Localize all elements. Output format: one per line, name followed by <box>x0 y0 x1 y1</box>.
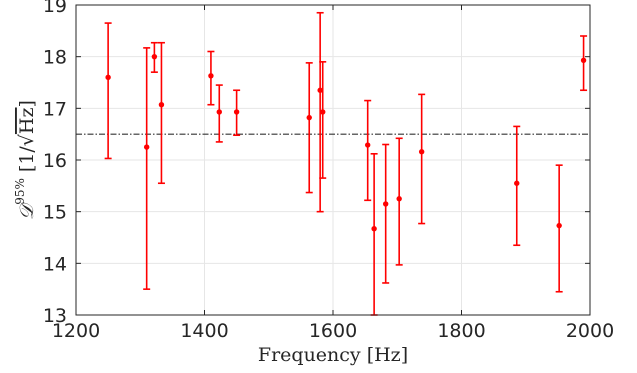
y-tick-label: 18 <box>43 47 67 69</box>
data-point <box>396 196 402 202</box>
x-tick-label: 1400 <box>180 320 228 342</box>
y-axis-units-radicand: Hz <box>16 107 38 134</box>
x-tick-label: 1200 <box>52 320 100 342</box>
error-bars <box>104 11 588 316</box>
axis-ticks <box>75 4 591 316</box>
data-point <box>216 109 222 115</box>
y-tick-label: 15 <box>43 202 67 224</box>
data-point <box>317 87 323 93</box>
data-point <box>105 74 111 81</box>
y-tick-labels: 13 14 15 16 17 18 19 <box>43 0 67 327</box>
data-point <box>556 222 562 229</box>
y-axis-superscript: 95% <box>13 178 27 205</box>
x-tick-label: 1600 <box>309 320 357 342</box>
y-axis-sqrt-sign: √ <box>16 133 38 146</box>
data-point <box>364 142 371 148</box>
x-tick-label: 1800 <box>437 320 485 342</box>
data-point <box>151 53 158 60</box>
data-point <box>320 109 326 115</box>
y-axis-units-close: ] <box>16 100 38 107</box>
x-tick-label: 2000 <box>566 320 614 342</box>
data-point <box>580 57 587 63</box>
x-axis-label: Frequency [Hz] <box>258 344 408 366</box>
y-tick-label: 19 <box>43 0 67 17</box>
data-point <box>233 109 240 115</box>
y-tick-label: 17 <box>43 98 67 120</box>
x-tick-labels: 1200 1400 1600 1800 2000 <box>52 320 614 342</box>
data-point <box>382 201 389 207</box>
data-point <box>514 180 520 186</box>
y-tick-label: 13 <box>43 305 67 327</box>
data-point <box>208 73 214 79</box>
data-point <box>418 149 425 155</box>
data-point <box>306 114 312 121</box>
data-point <box>371 226 377 232</box>
y-tick-label: 14 <box>43 253 67 275</box>
data-points <box>105 53 587 232</box>
y-axis-symbol: 𝒟 <box>16 201 38 220</box>
y-tick-label: 16 <box>43 150 67 172</box>
data-point <box>158 102 165 108</box>
y-axis-units-open: [1/ <box>16 146 38 173</box>
y-axis-label: 𝒟95% [1/√Hz] <box>13 100 38 220</box>
data-point <box>143 144 150 150</box>
